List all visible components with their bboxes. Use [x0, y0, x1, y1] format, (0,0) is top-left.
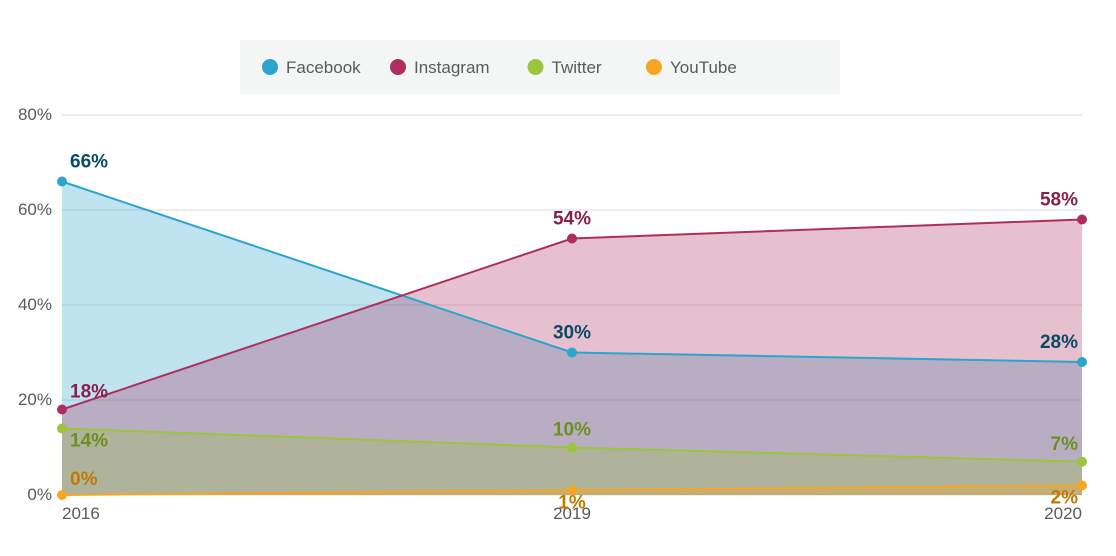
data-label: 18%: [70, 382, 108, 403]
data-point: [57, 424, 67, 434]
data-label: 7%: [1051, 434, 1079, 455]
data-label: 1%: [558, 492, 586, 513]
data-label: 0%: [70, 469, 98, 490]
legend-marker: [262, 59, 278, 75]
data-point: [57, 490, 67, 500]
data-point: [567, 348, 577, 358]
data-label: 28%: [1040, 332, 1078, 353]
data-label: 54%: [553, 209, 591, 230]
chart-svg: 0%20%40%60%80%20162019202066%30%28%18%54…: [0, 0, 1116, 556]
y-tick-label: 80%: [18, 105, 52, 124]
data-point: [57, 177, 67, 187]
legend-label[interactable]: YouTube: [670, 58, 737, 77]
data-point: [1077, 457, 1087, 467]
legend-label[interactable]: Twitter: [552, 58, 602, 77]
y-tick-label: 60%: [18, 200, 52, 219]
x-tick-label: 2016: [62, 504, 100, 523]
area-chart: 0%20%40%60%80%20162019202066%30%28%18%54…: [0, 0, 1116, 556]
data-point: [1077, 481, 1087, 491]
y-tick-label: 40%: [18, 295, 52, 314]
y-tick-label: 0%: [27, 485, 52, 504]
data-label: 58%: [1040, 190, 1078, 211]
data-point: [57, 405, 67, 415]
data-point: [1077, 215, 1087, 225]
data-label: 10%: [553, 420, 591, 441]
legend-marker: [390, 59, 406, 75]
data-point: [1077, 357, 1087, 367]
legend-label[interactable]: Instagram: [414, 58, 490, 77]
data-label: 14%: [70, 431, 108, 452]
legend-marker: [646, 59, 662, 75]
y-tick-label: 20%: [18, 390, 52, 409]
legend-marker: [528, 59, 544, 75]
data-point: [567, 443, 577, 453]
data-label: 2%: [1051, 488, 1079, 509]
data-point: [567, 234, 577, 244]
legend-label[interactable]: Facebook: [286, 58, 361, 77]
data-label: 30%: [553, 323, 591, 344]
data-label: 66%: [70, 152, 108, 173]
